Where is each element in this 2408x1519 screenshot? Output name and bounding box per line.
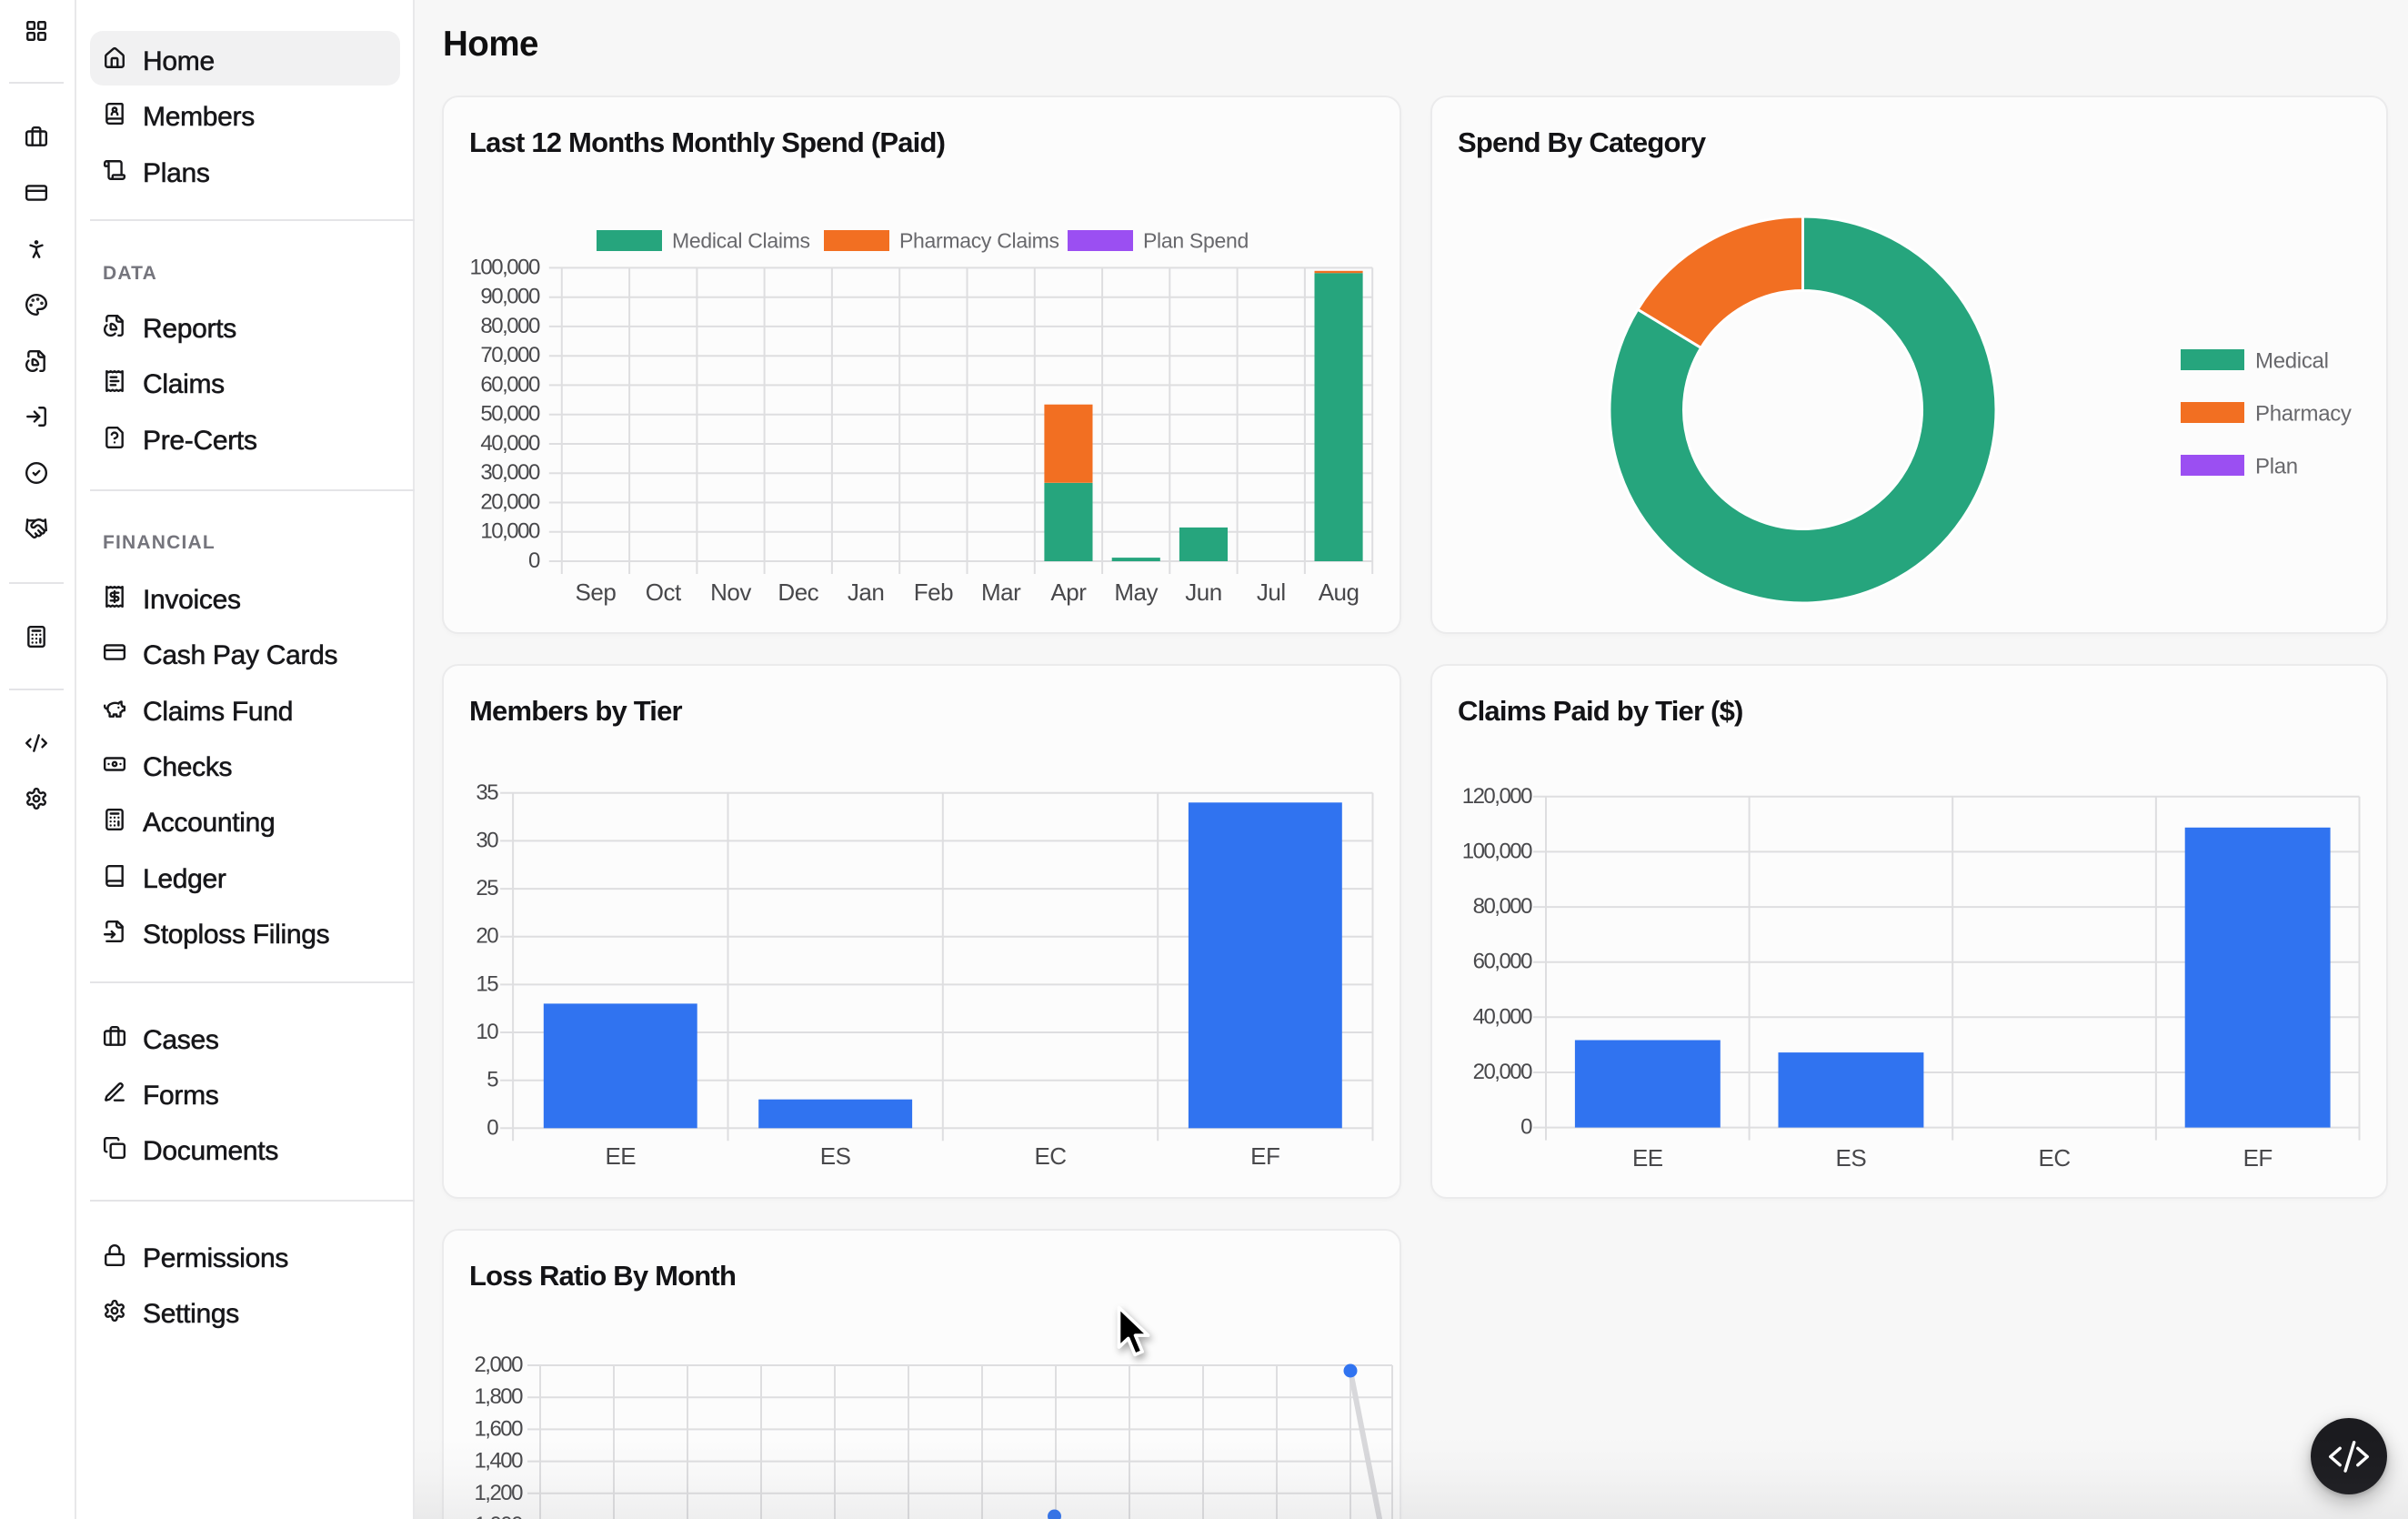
svg-text:10,000: 10,000	[480, 519, 540, 544]
svg-text:EC: EC	[2039, 1144, 2071, 1172]
svg-text:Oct: Oct	[646, 578, 682, 606]
svg-text:60,000: 60,000	[1473, 950, 1533, 974]
svg-text:Plan: Plan	[2255, 455, 2298, 479]
svg-text:Dec: Dec	[778, 578, 818, 606]
svg-text:25: 25	[476, 876, 498, 900]
svg-text:80,000: 80,000	[480, 314, 540, 338]
svg-text:5: 5	[487, 1068, 498, 1092]
svg-text:15: 15	[476, 971, 498, 996]
svg-text:20: 20	[476, 924, 498, 949]
svg-text:1,600: 1,600	[474, 1416, 523, 1441]
svg-text:EE: EE	[1632, 1144, 1663, 1172]
svg-text:Mar: Mar	[981, 578, 1021, 606]
svg-text:70,000: 70,000	[480, 343, 540, 367]
svg-text:Feb: Feb	[914, 578, 953, 606]
svg-text:Medical: Medical	[2255, 349, 2329, 374]
svg-text:Aug: Aug	[1319, 578, 1360, 606]
svg-text:100,000: 100,000	[1462, 839, 1532, 863]
svg-text:2,000: 2,000	[474, 1353, 523, 1377]
svg-text:Sep: Sep	[576, 578, 617, 606]
svg-text:10: 10	[476, 1020, 498, 1044]
svg-text:May: May	[1114, 578, 1158, 606]
svg-text:Jul: Jul	[1257, 578, 1286, 606]
svg-text:80,000: 80,000	[1473, 894, 1533, 919]
svg-text:1,000: 1,000	[474, 1513, 523, 1519]
svg-text:120,000: 120,000	[1462, 784, 1532, 809]
svg-text:Medical Claims: Medical Claims	[672, 229, 810, 253]
svg-text:1,400: 1,400	[474, 1449, 523, 1474]
svg-text:ES: ES	[1836, 1144, 1867, 1172]
svg-text:20,000: 20,000	[1473, 1060, 1533, 1084]
svg-text:100,000: 100,000	[470, 255, 540, 279]
svg-text:EF: EF	[2243, 1144, 2273, 1172]
svg-text:EF: EF	[1250, 1142, 1279, 1170]
svg-text:20,000: 20,000	[480, 490, 540, 515]
svg-text:60,000: 60,000	[480, 372, 540, 397]
svg-text:ES: ES	[820, 1142, 851, 1170]
svg-text:40,000: 40,000	[480, 431, 540, 456]
svg-text:90,000: 90,000	[480, 285, 540, 309]
svg-text:Jan: Jan	[848, 578, 884, 606]
svg-text:EC: EC	[1034, 1142, 1066, 1170]
svg-text:0: 0	[487, 1115, 498, 1140]
svg-text:0: 0	[1520, 1115, 1532, 1140]
svg-text:Pharmacy Claims: Pharmacy Claims	[899, 229, 1059, 253]
svg-text:Jun: Jun	[1185, 578, 1221, 606]
svg-text:Apr: Apr	[1050, 578, 1087, 606]
svg-text:35: 35	[476, 780, 498, 805]
svg-text:EE: EE	[605, 1142, 636, 1170]
svg-text:0: 0	[528, 548, 540, 573]
svg-text:1,200: 1,200	[474, 1481, 523, 1505]
svg-text:Pharmacy: Pharmacy	[2255, 402, 2352, 427]
svg-text:40,000: 40,000	[1473, 1004, 1533, 1029]
svg-text:50,000: 50,000	[480, 402, 540, 427]
svg-text:30: 30	[476, 828, 498, 852]
svg-text:Plan Spend: Plan Spend	[1143, 229, 1249, 253]
svg-text:Nov: Nov	[710, 578, 751, 606]
svg-text:1,800: 1,800	[474, 1384, 523, 1409]
svg-text:30,000: 30,000	[480, 460, 540, 485]
